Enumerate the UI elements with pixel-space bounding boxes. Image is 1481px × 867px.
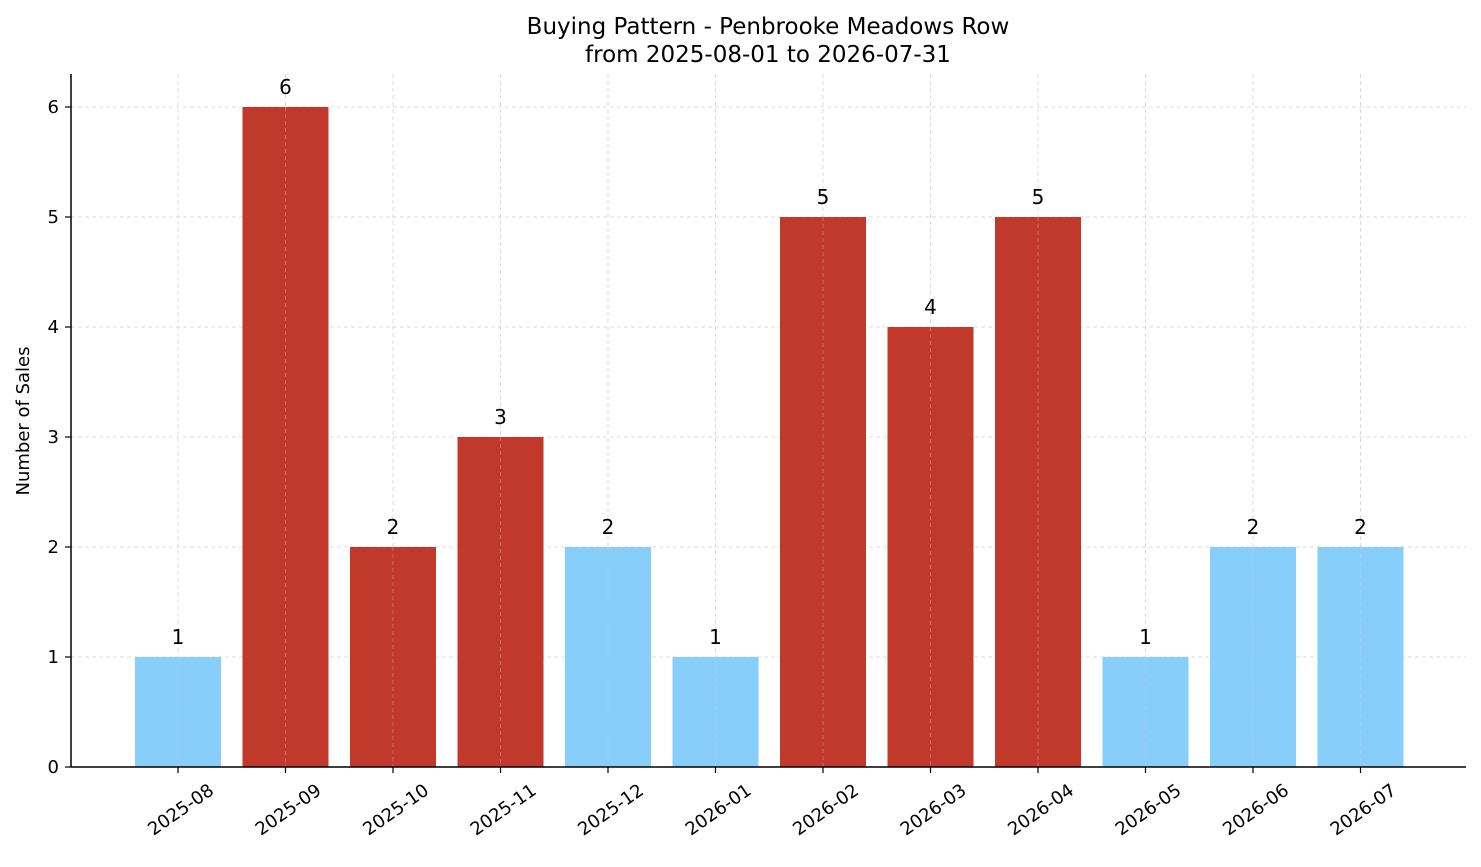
x-tick-label: 2026-07 [1327,780,1401,840]
data-label: 5 [817,185,830,209]
x-tick-label: 2025-10 [359,780,433,840]
x-tick-label: 2025-09 [252,780,326,840]
y-tick-label: 3 [48,427,59,448]
y-tick-label: 5 [48,207,59,228]
chart-title: Buying Pattern - Penbrooke Meadows Row [527,14,1010,40]
x-tick-label: 2025-08 [144,780,218,840]
data-label: 2 [1354,515,1367,539]
bar-2026-07 [1317,547,1404,767]
bar-2025-10 [350,547,436,767]
label-layer: 1 6 2 3 2 1 5 4 5 1 2 2 [172,75,1367,649]
chart-subtitle: from 2025-08-01 to 2026-07-31 [585,42,951,68]
x-tick-label: 2026-02 [789,780,863,840]
y-tick-label: 6 [48,97,59,118]
data-label: 5 [1032,185,1045,209]
x-tick-label: 2025-11 [467,780,541,840]
bar-2026-06 [1210,547,1296,767]
x-tick-label: 2025-12 [574,780,648,840]
x-tick-label: 2026-01 [682,780,756,840]
data-label: 2 [1247,515,1260,539]
bar-layer [135,107,1404,767]
x-tick-label: 2026-04 [1004,780,1078,840]
y-axis-label: Number of Sales [13,346,34,495]
x-tick-label: 2026-05 [1112,780,1186,840]
data-label: 1 [172,625,185,649]
data-label: 1 [709,625,722,649]
data-label: 4 [924,295,937,319]
y-tick-label: 4 [48,317,59,338]
x-tick-label: 2026-06 [1219,780,1293,840]
data-label: 2 [387,515,400,539]
y-tick-label: 0 [48,757,59,778]
bar-2025-12 [565,547,651,767]
data-label: 3 [494,405,507,429]
y-tick-label: 2 [48,537,59,558]
data-label: 2 [602,515,615,539]
x-tick-label: 2026-03 [897,780,971,840]
data-label: 6 [279,75,292,99]
y-tick-label: 1 [48,647,59,668]
data-label: 1 [1139,625,1152,649]
